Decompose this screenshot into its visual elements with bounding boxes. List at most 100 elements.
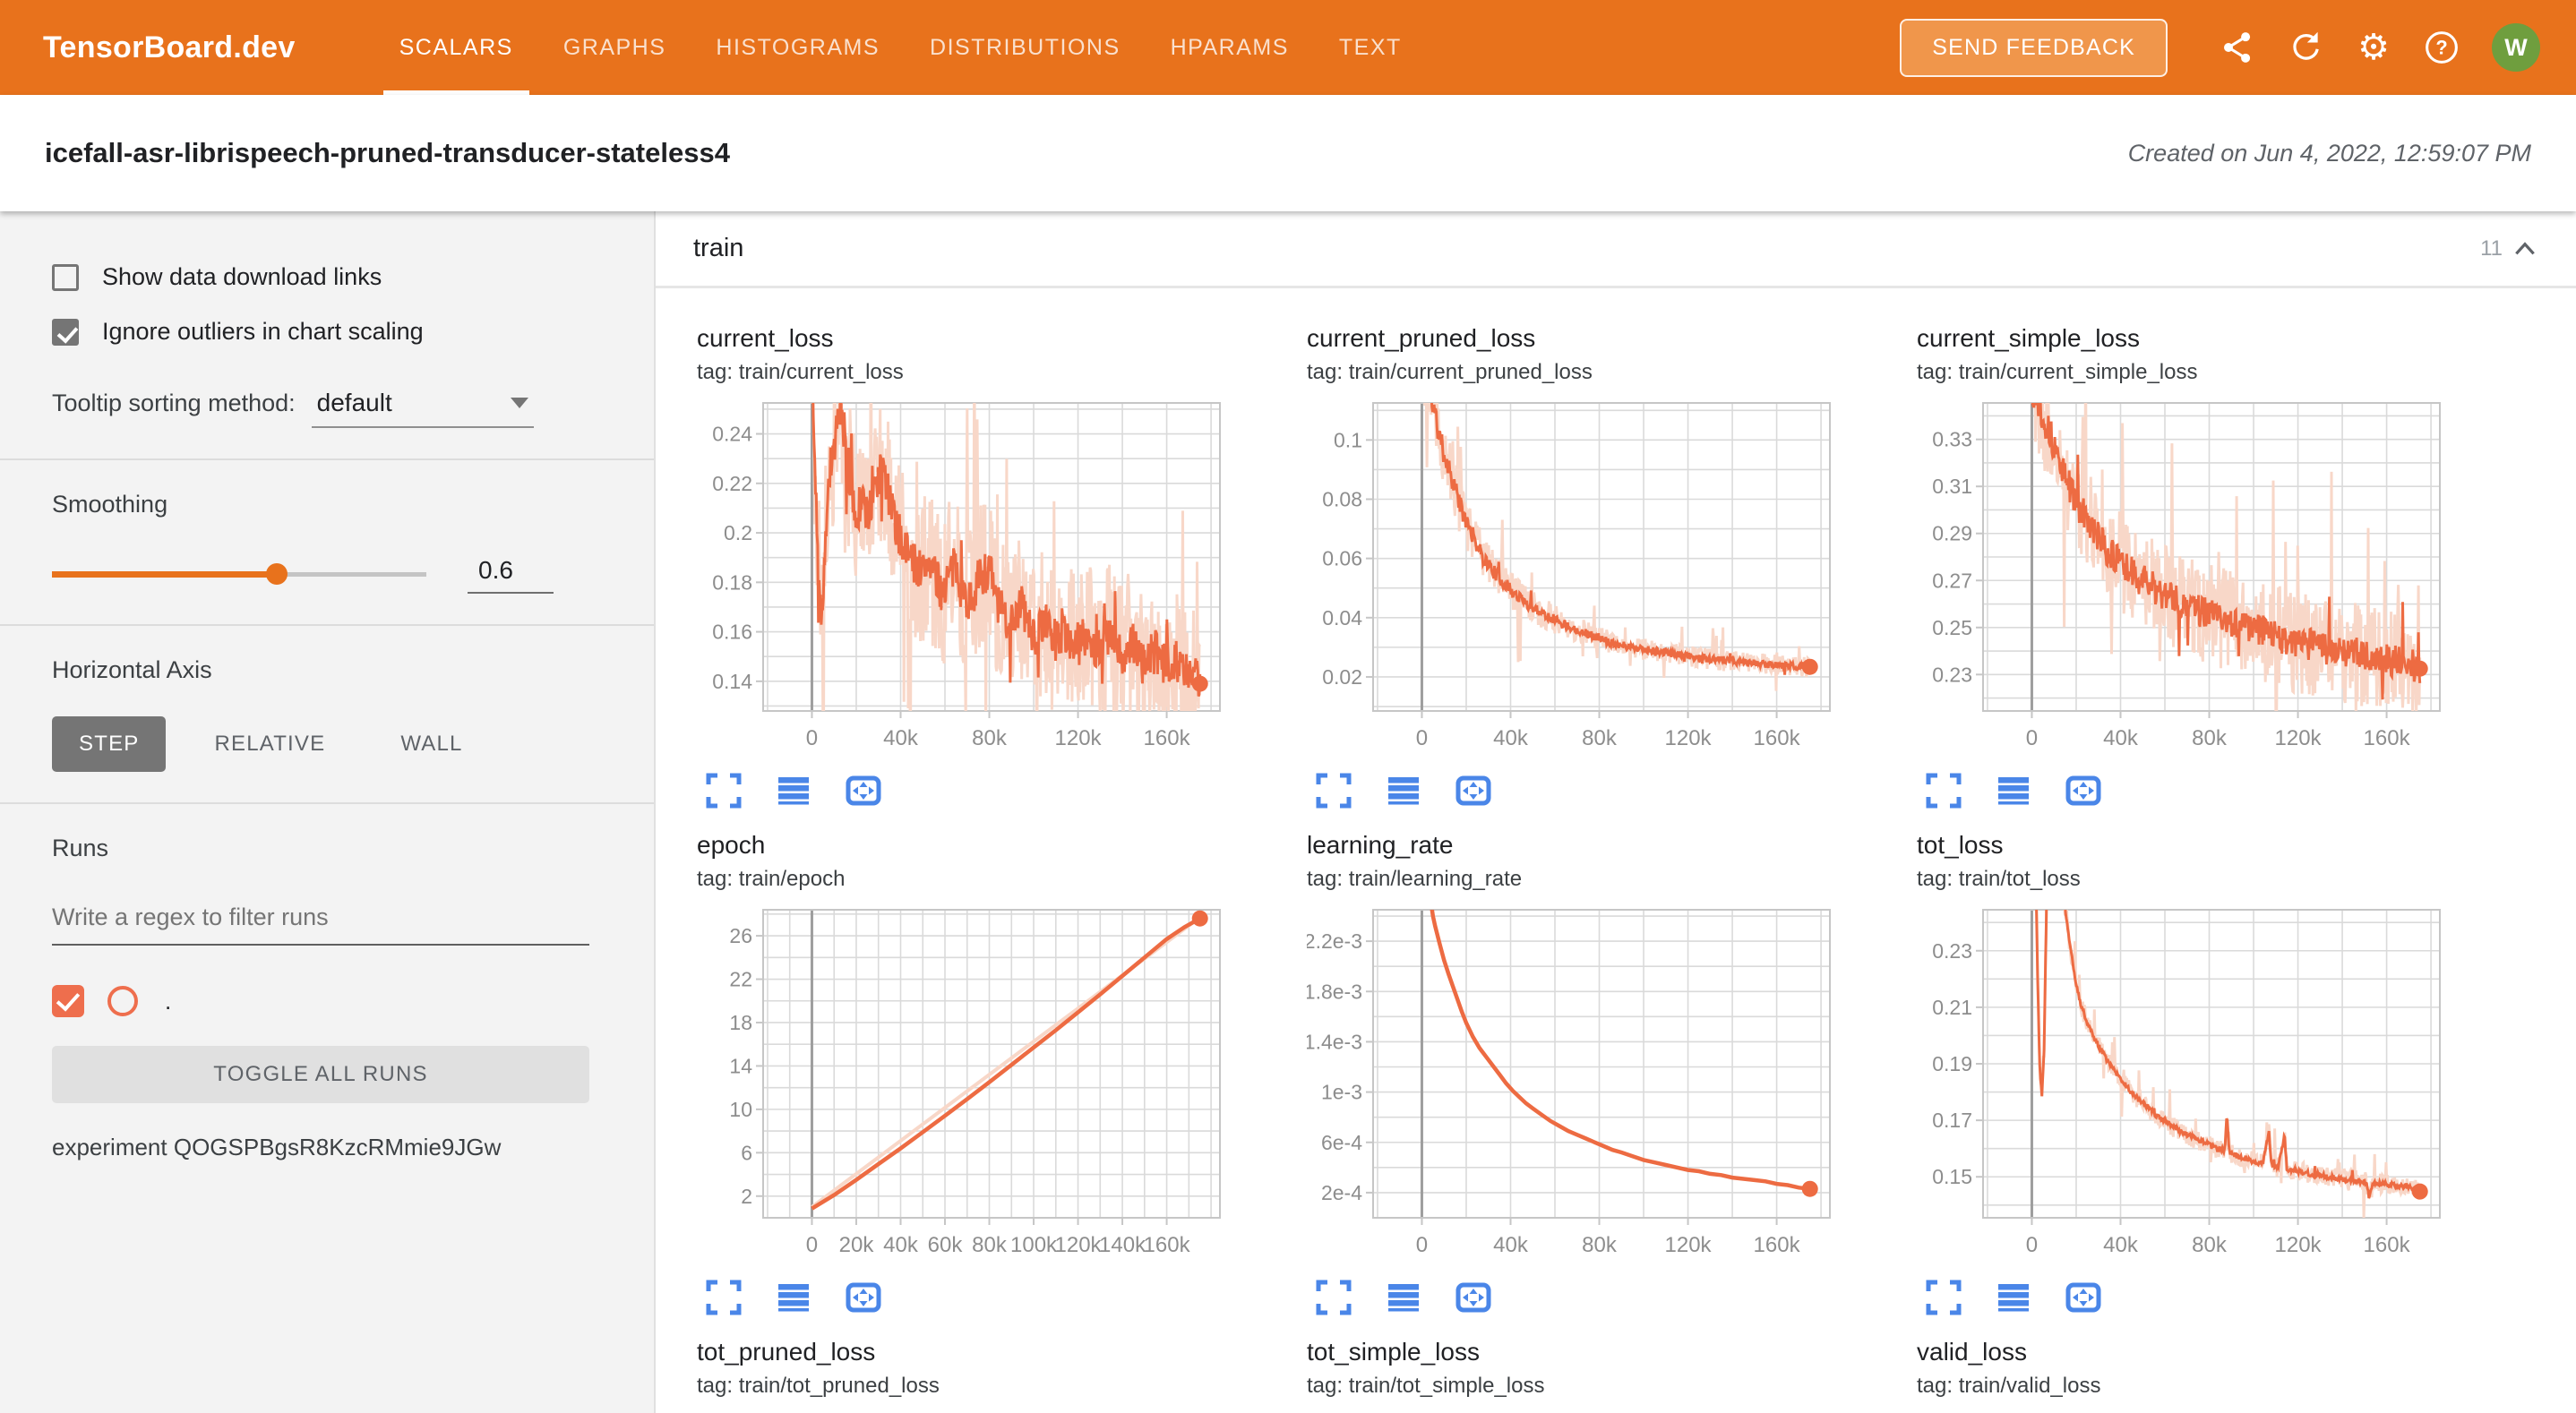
run-row: . xyxy=(52,985,602,1017)
fit-domain-button[interactable] xyxy=(1454,1278,1493,1317)
chart-card: tot_loss tag: train/tot_loss 0.15 0.17 0.19 0… xyxy=(1895,808,2505,1315)
axis-relative-button[interactable]: RELATIVE xyxy=(214,732,326,756)
show-download-links-row[interactable]: Show data download links xyxy=(52,263,602,291)
settings-button[interactable]: ⚙ xyxy=(2353,27,2394,68)
expand-chart-button[interactable] xyxy=(1314,1278,1353,1317)
tab-hparams[interactable]: HPARAMS xyxy=(1170,34,1289,60)
data-list-button[interactable] xyxy=(1994,771,2033,810)
chart-actions xyxy=(1314,1278,1895,1317)
svg-text:0.18: 0.18 xyxy=(712,570,752,594)
svg-text:0: 0 xyxy=(1416,1233,1428,1257)
data-list-icon xyxy=(1998,1284,2029,1312)
runs-label: Runs xyxy=(52,835,109,861)
chart-plot[interactable]: 0.15 0.17 0.19 0.21 0.23 0 40k 80k 120k 160k xyxy=(1917,903,2445,1264)
data-list-icon xyxy=(1998,777,2029,805)
chart-actions xyxy=(704,1278,1285,1317)
svg-text:0.33: 0.33 xyxy=(1932,428,1972,451)
svg-text:0: 0 xyxy=(806,726,818,750)
chart-plot[interactable]: 0.14 0.16 0.18 0.2 0.22 0.24 0 40k 80k 120k 160k xyxy=(697,396,1225,758)
svg-text:0.25: 0.25 xyxy=(1932,616,1972,639)
tab-histograms[interactable]: HISTOGRAMS xyxy=(716,34,880,60)
ignore-outliers-checkbox[interactable] xyxy=(52,318,79,346)
svg-text:0.06: 0.06 xyxy=(1322,547,1362,570)
fit-domain-button[interactable] xyxy=(844,771,883,810)
chart-plot[interactable]: 0.02 0.04 0.06 0.08 0.1 0 40k 80k 120k 160k xyxy=(1307,396,1835,758)
smoothing-value-field[interactable]: 0.6 xyxy=(468,554,554,594)
share-button[interactable] xyxy=(2217,27,2258,68)
help-icon: ? xyxy=(2426,31,2458,64)
train-section-header[interactable]: train 11 xyxy=(656,211,2576,288)
chart-actions xyxy=(704,771,1285,810)
send-feedback-button[interactable]: SEND FEEDBACK xyxy=(1900,18,2168,77)
chart-title: current_simple_loss xyxy=(1917,324,2140,352)
smoothing-slider-thumb[interactable] xyxy=(265,563,288,585)
fit-domain-button[interactable] xyxy=(2064,1278,2103,1317)
ignore-outliers-row[interactable]: Ignore outliers in chart scaling xyxy=(52,318,602,346)
svg-text:60k: 60k xyxy=(928,1233,964,1257)
data-list-button[interactable] xyxy=(774,771,813,810)
expand-chart-icon xyxy=(706,1280,742,1315)
fit-domain-button[interactable] xyxy=(844,1278,883,1317)
chart-actions xyxy=(1924,771,2505,810)
sidebar-divider xyxy=(0,458,654,460)
svg-text:0.08: 0.08 xyxy=(1322,488,1362,511)
fit-domain-icon xyxy=(846,1282,881,1313)
chart-card: current_loss tag: train/current_loss 0.14 0… xyxy=(675,301,1285,810)
tooltip-sorting-select[interactable]: default xyxy=(311,385,534,428)
expand-chart-icon xyxy=(1926,773,1962,809)
svg-text:0.22: 0.22 xyxy=(712,472,752,495)
svg-text:40k: 40k xyxy=(1493,726,1529,750)
expand-chart-button[interactable] xyxy=(704,1278,743,1317)
expand-chart-button[interactable] xyxy=(1924,1278,1963,1317)
chart-tag: tag: train/learning_rate xyxy=(1307,867,1523,891)
svg-text:120k: 120k xyxy=(1665,726,1713,750)
expand-chart-button[interactable] xyxy=(1314,771,1353,810)
chart-card: epoch tag: train/epoch 2 6 10 14 18 22 26 0 20k 40k… xyxy=(675,808,1285,1315)
svg-text:160k: 160k xyxy=(2364,726,2411,750)
data-list-button[interactable] xyxy=(1384,771,1423,810)
experiment-title: icefall-asr-librispeech-pruned-transduce… xyxy=(45,137,730,168)
fit-domain-button[interactable] xyxy=(2064,771,2103,810)
smoothing-label: Smoothing xyxy=(52,491,168,518)
refresh-button[interactable] xyxy=(2285,27,2326,68)
data-list-button[interactable] xyxy=(774,1278,813,1317)
expand-chart-icon xyxy=(706,773,742,809)
user-avatar[interactable]: W xyxy=(2492,23,2540,72)
toggle-all-runs-button[interactable]: TOGGLE ALL RUNS xyxy=(52,1046,589,1103)
svg-text:120k: 120k xyxy=(1665,1233,1713,1257)
data-list-button[interactable] xyxy=(1994,1278,2033,1317)
help-button[interactable]: ? xyxy=(2421,27,2462,68)
chart-tag: tag: train/tot_loss xyxy=(1917,867,2081,891)
chart-tag: tag: train/valid_loss xyxy=(1917,1374,2101,1398)
svg-text:0.19: 0.19 xyxy=(1932,1052,1972,1075)
tooltip-sorting-value: default xyxy=(316,389,392,416)
expand-chart-button[interactable] xyxy=(1924,771,1963,810)
chart-plot[interactable]: 2e-4 6e-4 1e-3 1.4e-3 1.8e-3 2.2e-3 0 40k 80k 120… xyxy=(1304,903,1835,1264)
svg-text:0.23: 0.23 xyxy=(1932,663,1972,686)
svg-text:2.2e-3: 2.2e-3 xyxy=(1307,929,1362,953)
smoothing-slider[interactable] xyxy=(52,558,426,590)
data-list-button[interactable] xyxy=(1384,1278,1423,1317)
expand-chart-button[interactable] xyxy=(704,771,743,810)
runs-filter-input[interactable] xyxy=(52,898,589,946)
svg-text:0.14: 0.14 xyxy=(712,670,752,693)
tab-scalars[interactable]: SCALARS xyxy=(374,0,538,95)
chart-plot[interactable]: 0.23 0.25 0.27 0.29 0.31 0.33 0 40k 80k 120k 160k xyxy=(1917,396,2445,758)
tooltip-sorting-label: Tooltip sorting method: xyxy=(52,390,296,416)
show-download-links-checkbox[interactable] xyxy=(52,263,79,291)
chart-tag: tag: train/current_simple_loss xyxy=(1917,360,2198,384)
sidebar-divider xyxy=(0,624,654,626)
run-checkbox[interactable] xyxy=(52,985,84,1017)
chevron-up-icon[interactable] xyxy=(2512,238,2538,260)
axis-step-button[interactable]: STEP xyxy=(52,716,167,772)
tab-text[interactable]: TEXT xyxy=(1338,34,1402,60)
gear-icon: ⚙ xyxy=(2357,28,2390,67)
tab-graphs[interactable]: GRAPHS xyxy=(562,34,666,60)
tab-distributions[interactable]: DISTRIBUTIONS xyxy=(930,34,1121,60)
fit-domain-button[interactable] xyxy=(1454,771,1493,810)
main-tabs: SCALARS GRAPHS HISTOGRAMS DISTRIBUTIONS … xyxy=(374,0,1427,95)
svg-text:160k: 160k xyxy=(1754,1233,1801,1257)
svg-text:0.17: 0.17 xyxy=(1932,1109,1972,1132)
axis-wall-button[interactable]: WALL xyxy=(400,732,463,756)
